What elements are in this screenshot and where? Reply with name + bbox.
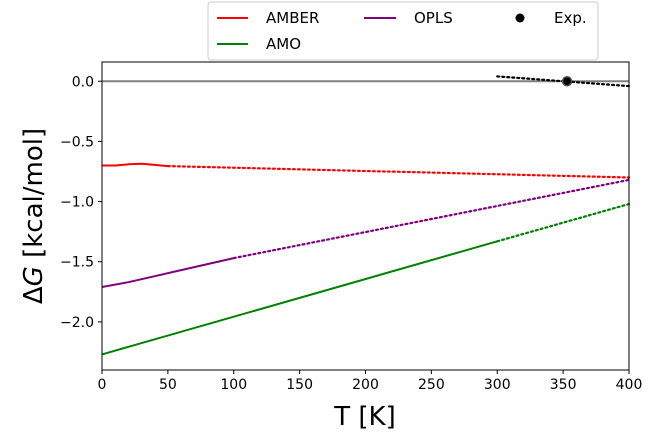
y-axis-label-delta: Δ [19,286,49,304]
legend-frame [207,1,599,61]
y-tick-label: −2.0 [60,315,94,331]
y-tick-label: −1.0 [60,195,94,211]
x-axis: 0 50 100 150 200 250 300 350 400 [98,370,643,393]
x-tick-label: 150 [286,377,313,393]
y-tick-label: −1.5 [60,255,94,271]
legend-label-exp: Exp. [554,9,587,27]
x-tick-label: 350 [550,377,577,393]
y-tick-label: −0.5 [60,134,94,150]
y-axis: 0.0 −0.5 −1.0 −1.5 −2.0 [60,74,102,331]
x-tick-label: 50 [159,377,177,393]
legend-label-amber: AMBER [266,9,319,27]
plot-content [101,75,631,356]
y-tick-label: 0.0 [72,74,94,90]
series-amo-solid [101,240,498,356]
x-tick-label: 250 [418,377,445,393]
y-axis-label-symbol: G [19,266,49,286]
series-exp-point [561,76,573,87]
x-tick-label: 0 [98,377,107,393]
plot-frame [101,61,630,371]
y-axis-label: ΔG [kcal/mol] [19,128,49,304]
y-axis-label-unit: [kcal/mol] [19,128,49,266]
legend: AMBER AMO OPLS Exp. [207,1,599,61]
legend-label-amo: AMO [266,35,301,53]
legend-marker-exp [515,13,525,23]
series-opls-solid [101,257,235,288]
x-tick-label: 300 [484,377,511,393]
series-opls-extrapolation [232,178,631,260]
x-tick-label: 200 [352,377,379,393]
series-amber-solid [102,162,168,168]
series-amo-extrapolation [496,202,631,243]
x-tick-label: 400 [616,377,643,393]
x-tick-label: 100 [220,377,247,393]
series-amber-extrapolation [166,165,631,179]
x-axis-label: T [K] [333,402,395,432]
legend-label-opls: OPLS [414,9,453,27]
